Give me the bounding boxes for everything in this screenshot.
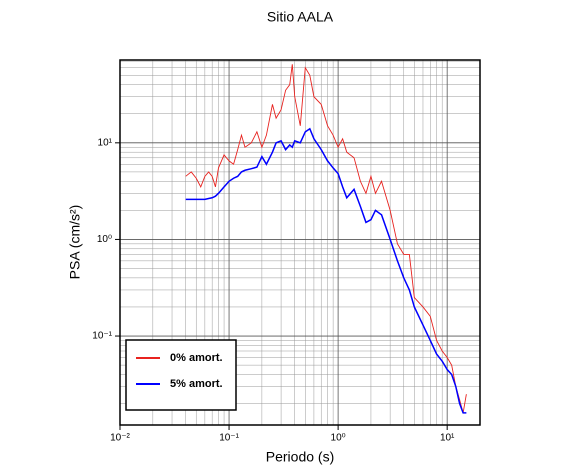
- y-tick-label: 10¹: [98, 137, 113, 148]
- series-line: [185, 127, 467, 414]
- y-tick-label: 10⁻¹: [92, 331, 112, 342]
- legend-box: [125, 339, 237, 411]
- x-tick-label: 10⁻²: [110, 433, 130, 444]
- y-axis-label: PSA (cm/s²): [67, 205, 83, 280]
- plot-frame: [119, 59, 481, 426]
- y-tick-label: 10⁰: [97, 234, 112, 245]
- x-tick-label: 10⁻¹: [219, 433, 239, 444]
- x-axis-label: Periodo (s): [266, 449, 334, 465]
- series-line: [185, 64, 467, 414]
- x-tick-label: 10¹: [440, 433, 455, 444]
- legend-label: 0% amort.: [170, 352, 223, 364]
- legend-label: 5% amort.: [170, 378, 223, 390]
- chart-title: Sitio AALA: [267, 9, 334, 25]
- x-tick-label: 10⁰: [331, 433, 346, 444]
